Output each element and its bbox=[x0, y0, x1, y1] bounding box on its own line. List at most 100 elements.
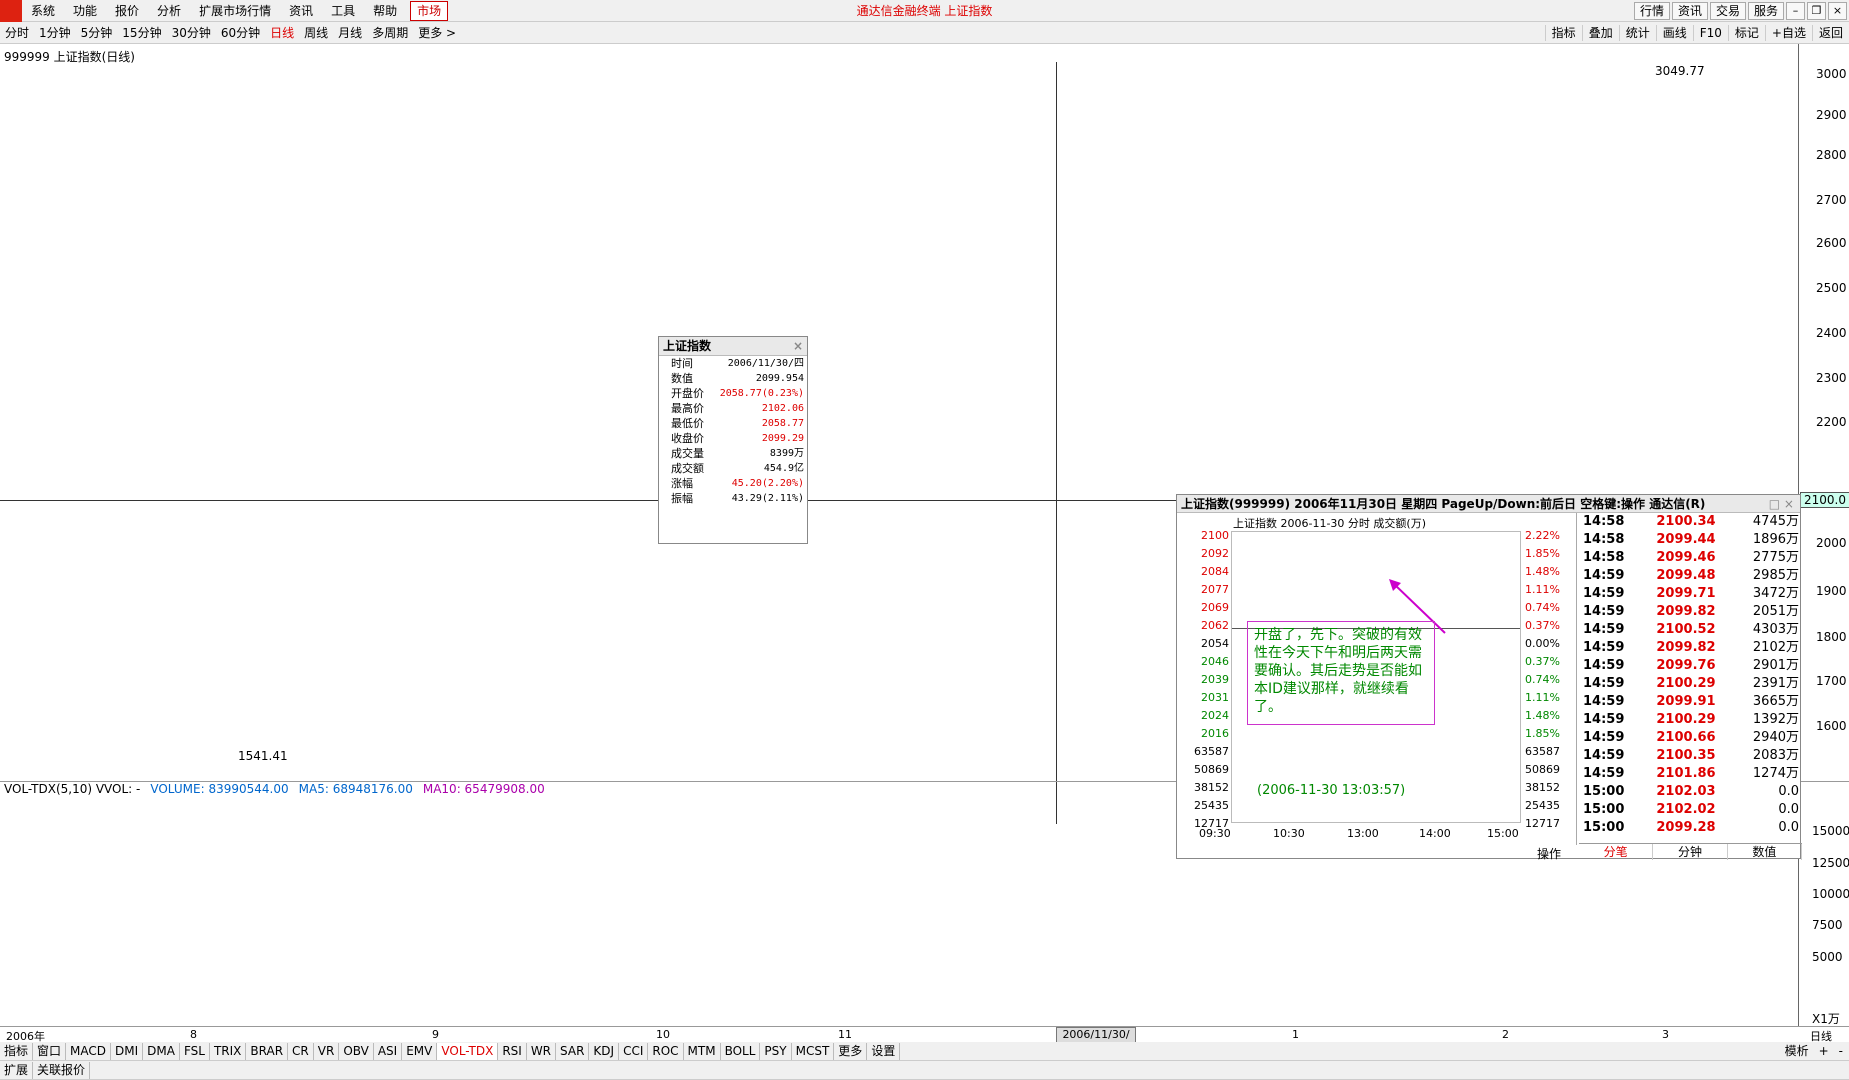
menu-help[interactable]: 帮助 bbox=[373, 4, 398, 18]
ind-more[interactable]: 更多 bbox=[834, 1042, 868, 1060]
analysis-button[interactable]: 模析 bbox=[1784, 1044, 1809, 1058]
ind-vol-tdx[interactable]: VOL-TDX bbox=[437, 1042, 499, 1060]
chart-area[interactable]: 999999 上证指数(日线) 3049.77 1541.41 3000 290… bbox=[0, 44, 1849, 1044]
trade-amount: 0.0 bbox=[1778, 802, 1799, 817]
tool-draw[interactable]: 画线 bbox=[1655, 25, 1693, 41]
period-multi[interactable]: 多周期 bbox=[372, 25, 409, 40]
period-weekly[interactable]: 周线 bbox=[304, 25, 329, 40]
period-30min[interactable]: 30分钟 bbox=[171, 25, 211, 40]
close-icon[interactable]: □ × bbox=[1768, 497, 1794, 511]
tab-related-quotes[interactable]: 关联报价 bbox=[33, 1061, 91, 1079]
ind-dmi[interactable]: DMI bbox=[111, 1042, 144, 1060]
volume-ma10: MA10: 65479908.00 bbox=[422, 782, 545, 796]
menu-quote[interactable]: 报价 bbox=[115, 4, 140, 18]
time-axis-label: 10 bbox=[656, 1028, 670, 1041]
ind-roc[interactable]: ROC bbox=[648, 1042, 684, 1060]
operate-button[interactable]: 操作 bbox=[1536, 847, 1561, 861]
period-daily[interactable]: 日线 bbox=[270, 25, 295, 40]
minimize-icon[interactable]: – bbox=[1786, 2, 1805, 20]
low-label: 1541.41 bbox=[238, 749, 288, 763]
period-monthly[interactable]: 月线 bbox=[338, 25, 363, 40]
ind-vr[interactable]: VR bbox=[314, 1042, 340, 1060]
ind-rsi[interactable]: RSI bbox=[498, 1042, 527, 1060]
trade-amount: 2940万 bbox=[1752, 730, 1799, 745]
tab-values[interactable]: 数值 bbox=[1728, 844, 1802, 860]
trade-amount: 2051万 bbox=[1752, 604, 1799, 619]
period-60min[interactable]: 60分钟 bbox=[220, 25, 261, 40]
ind-window[interactable]: 窗口 bbox=[33, 1042, 67, 1060]
ind-settings[interactable]: 设置 bbox=[867, 1042, 901, 1060]
mini-time-label: 15:00 bbox=[1487, 827, 1519, 840]
info-box[interactable]: 上证指数 × 时间 2006/11/30/四 数值 2099.954 开盘价 2058… bbox=[658, 336, 808, 544]
zoom-in-button[interactable]: + bbox=[1818, 1044, 1829, 1058]
mini-left-axis-label: 2054 bbox=[1201, 637, 1229, 650]
period-5min[interactable]: 5分钟 bbox=[80, 25, 113, 40]
top-tab-news[interactable]: 资讯 bbox=[1671, 2, 1708, 20]
tick-window[interactable]: 上证指数(999999) 2006年11月30日 星期四 PageUp/Down… bbox=[1176, 494, 1802, 861]
menu-function[interactable]: 功能 bbox=[73, 4, 98, 18]
ind-mcst[interactable]: MCST bbox=[792, 1042, 835, 1060]
trade-price: 2099.76 bbox=[1656, 658, 1716, 673]
period-more[interactable]: 更多 > bbox=[418, 25, 457, 40]
trade-amount: 0.0 bbox=[1778, 784, 1799, 799]
tool-mark[interactable]: 标记 bbox=[1727, 25, 1765, 41]
ind-wr[interactable]: WR bbox=[527, 1042, 557, 1060]
ind-asi[interactable]: ASI bbox=[374, 1042, 403, 1060]
price-axis-label: 2600 bbox=[1816, 236, 1847, 250]
mini-right-axis-label: 0.37% bbox=[1525, 619, 1560, 632]
price-axis-label: 2000 bbox=[1816, 536, 1847, 550]
tab-extend[interactable]: 扩展 bbox=[0, 1061, 34, 1079]
trade-row: 14:59 2099.91 3665万 bbox=[1579, 693, 1802, 711]
ind-trix[interactable]: TRIX bbox=[210, 1042, 247, 1060]
intraday-minichart[interactable]: 上证指数 2006-11-30 分时 成交额(万) 2100 2092 2084… bbox=[1177, 513, 1577, 861]
ind-indicator[interactable]: 指标 bbox=[0, 1042, 34, 1060]
ind-obv[interactable]: OBV bbox=[339, 1042, 374, 1060]
close-icon[interactable]: × bbox=[1828, 2, 1847, 20]
ind-mtm[interactable]: MTM bbox=[684, 1042, 721, 1060]
top-tab-quote[interactable]: 行情 bbox=[1633, 2, 1670, 20]
info-key: 开盘价 bbox=[671, 387, 704, 400]
ind-cci[interactable]: CCI bbox=[619, 1042, 649, 1060]
period-15min[interactable]: 15分钟 bbox=[122, 25, 162, 40]
period-fenshi[interactable]: 分时 bbox=[5, 25, 30, 40]
ind-psy[interactable]: PSY bbox=[760, 1042, 792, 1060]
ind-macd[interactable]: MACD bbox=[66, 1042, 112, 1060]
tool-back[interactable]: 返回 bbox=[1811, 25, 1849, 41]
restore-icon[interactable]: ❐ bbox=[1807, 2, 1826, 20]
menu-analysis[interactable]: 分析 bbox=[157, 4, 182, 18]
period-1min[interactable]: 1分钟 bbox=[39, 25, 71, 40]
ind-dma[interactable]: DMA bbox=[143, 1042, 180, 1060]
tool-add-favorite[interactable]: +自选 bbox=[1764, 25, 1812, 41]
trade-amount: 2391万 bbox=[1752, 676, 1799, 691]
tool-indicator[interactable]: 指标 bbox=[1544, 25, 1582, 41]
ind-kdj[interactable]: KDJ bbox=[589, 1042, 620, 1060]
top-tab-trade[interactable]: 交易 bbox=[1709, 2, 1746, 20]
price-axis-label: 2400 bbox=[1816, 326, 1847, 340]
tab-minutes[interactable]: 分钟 bbox=[1653, 844, 1728, 860]
mini-left-axis-label: 2062 bbox=[1201, 619, 1229, 632]
mini-time-label: 10:30 bbox=[1273, 827, 1305, 840]
tool-f10[interactable]: F10 bbox=[1692, 25, 1728, 41]
menu-system[interactable]: 系统 bbox=[31, 4, 56, 18]
trade-list[interactable]: 14:58 2100.34 4745万 14:58 2099.44 1896万 14:5… bbox=[1579, 513, 1802, 843]
ind-boll[interactable]: BOLL bbox=[721, 1042, 761, 1060]
menu-extended-market[interactable]: 扩展市场行情 bbox=[199, 4, 272, 18]
top-tab-service[interactable]: 服务 bbox=[1747, 2, 1784, 20]
ind-cr[interactable]: CR bbox=[288, 1042, 314, 1060]
ind-brar[interactable]: BRAR bbox=[246, 1042, 289, 1060]
ind-sar[interactable]: SAR bbox=[556, 1042, 590, 1060]
crosshair-vertical bbox=[1056, 62, 1057, 824]
tool-stats[interactable]: 统计 bbox=[1618, 25, 1656, 41]
close-icon[interactable]: × bbox=[792, 339, 803, 353]
tool-overlay[interactable]: 叠加 bbox=[1581, 25, 1619, 41]
tab-ticks[interactable]: 分笔 bbox=[1579, 844, 1654, 860]
trade-row: 15:00 2099.28 0.0 bbox=[1579, 819, 1802, 837]
menu-news[interactable]: 资讯 bbox=[289, 4, 314, 18]
trade-amount: 3665万 bbox=[1752, 694, 1799, 709]
ind-emv[interactable]: EMV bbox=[402, 1042, 438, 1060]
zoom-out-button[interactable]: - bbox=[1838, 1044, 1843, 1058]
trade-price: 2100.29 bbox=[1656, 676, 1716, 691]
ind-fsl[interactable]: FSL bbox=[180, 1042, 210, 1060]
menu-market[interactable]: 市场 bbox=[410, 1, 449, 21]
menu-tools[interactable]: 工具 bbox=[331, 4, 356, 18]
